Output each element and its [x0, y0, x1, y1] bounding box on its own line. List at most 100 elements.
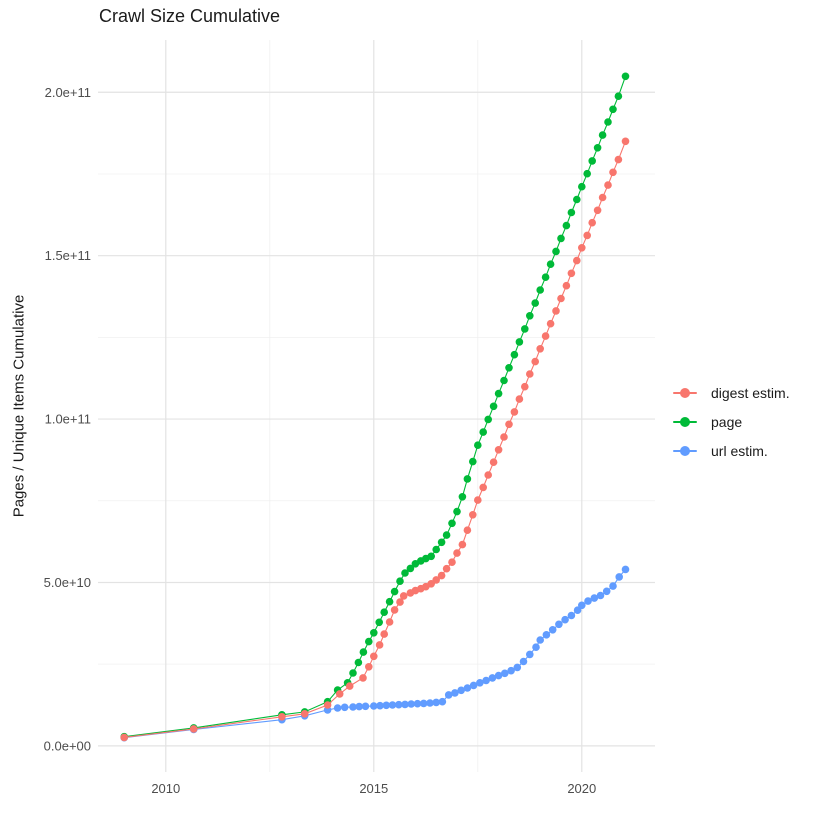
- data-point-url-estim: [596, 591, 605, 600]
- data-point-digest-estim: [521, 382, 529, 391]
- y-tick-label: 1.5e+11: [45, 248, 91, 263]
- series-line-digest-estim: [124, 141, 627, 738]
- data-point-page: [583, 169, 591, 178]
- data-point-page: [557, 234, 565, 243]
- x-tick-label: 2020: [567, 781, 596, 796]
- data-point-page: [614, 92, 623, 100]
- data-point-page: [349, 669, 357, 677]
- data-point-page: [370, 629, 378, 637]
- legend: digest estim. page url estim.: [672, 378, 790, 465]
- data-point-page: [609, 105, 617, 114]
- legend-item-digest-estim: digest estim.: [672, 378, 790, 407]
- data-point-digest-estim: [583, 231, 591, 240]
- data-point-url-estim: [463, 684, 472, 692]
- data-point-digest-estim: [453, 549, 461, 557]
- legend-dot-icon: [680, 445, 690, 456]
- data-point-page: [598, 131, 607, 139]
- y-tick-label: 0.0e+00: [44, 738, 91, 753]
- data-point-digest-estim: [375, 641, 384, 649]
- data-point-page: [588, 157, 596, 165]
- data-point-page: [578, 182, 586, 191]
- data-point-page: [546, 260, 555, 269]
- data-point-url-estim: [542, 631, 551, 639]
- data-point-page: [621, 72, 630, 81]
- chart-title: Crawl Size Cumulative: [99, 6, 281, 26]
- data-point-url-estim: [395, 700, 403, 709]
- data-point-url-estim: [419, 699, 428, 708]
- data-point-digest-estim: [484, 471, 493, 479]
- data-point-page: [458, 493, 467, 501]
- data-point-digest-estim: [546, 319, 555, 328]
- data-point-page: [359, 648, 368, 656]
- data-point-url-estim: [532, 643, 540, 651]
- data-point-url-estim: [361, 702, 370, 711]
- data-point-url-estim: [513, 663, 522, 672]
- data-point-digest-estim: [396, 598, 404, 606]
- x-tick-label: 2015: [359, 781, 388, 796]
- data-point-digest-estim: [463, 526, 472, 534]
- data-point-url-estim: [413, 699, 422, 708]
- data-point-digest-estim: [578, 244, 586, 252]
- y-tick-label: 5.0e+10: [44, 575, 91, 590]
- data-point-page: [562, 221, 571, 230]
- data-point-url-estim: [355, 702, 364, 711]
- data-point-digest-estim: [526, 370, 534, 378]
- data-point-digest-estim: [278, 713, 286, 721]
- data-point-digest-estim: [189, 725, 198, 733]
- data-point-url-estim: [609, 582, 617, 590]
- data-point-digest-estim: [604, 181, 612, 189]
- legend-item-page: page: [672, 407, 790, 436]
- data-point-page: [484, 415, 493, 424]
- data-point-page: [500, 376, 508, 385]
- series-line-page: [124, 76, 627, 738]
- data-point-digest-estim: [120, 733, 128, 742]
- data-point-digest-estim: [399, 592, 408, 600]
- data-point-url-estim: [561, 615, 569, 624]
- data-point-url-estim: [349, 703, 357, 711]
- data-point-page: [390, 587, 399, 596]
- data-point-page: [567, 208, 576, 217]
- data-point-digest-estim: [479, 483, 488, 492]
- data-point-digest-estim: [562, 281, 571, 290]
- data-point-url-estim: [501, 669, 509, 678]
- data-point-digest-estim: [609, 168, 617, 177]
- data-point-page: [526, 312, 534, 320]
- data-point-page: [474, 441, 482, 450]
- data-point-digest-estim: [448, 558, 456, 566]
- data-point-page: [604, 118, 612, 126]
- legend-label-url-estim: url estim.: [711, 442, 768, 459]
- data-point-page: [469, 457, 477, 466]
- data-point-url-estim: [476, 679, 484, 687]
- data-point-page: [463, 475, 472, 483]
- data-point-url-estim: [488, 674, 497, 682]
- data-point-digest-estim: [300, 710, 309, 718]
- y-tick-label: 1.0e+11: [45, 412, 91, 427]
- data-point-url-estim: [333, 704, 342, 712]
- data-point-page: [375, 618, 384, 627]
- data-point-page: [536, 286, 544, 294]
- data-point-url-estim: [376, 701, 384, 710]
- data-point-page: [531, 299, 539, 307]
- data-point-url-estim: [621, 565, 630, 574]
- legend-dot-icon: [680, 416, 690, 427]
- data-point-page: [385, 597, 394, 606]
- data-point-digest-estim: [505, 420, 513, 429]
- data-point-digest-estim: [385, 618, 394, 626]
- data-point-url-estim: [407, 700, 416, 708]
- legend-key-page-icon: [672, 413, 698, 431]
- data-point-digest-estim: [494, 446, 503, 454]
- data-point-digest-estim: [437, 571, 446, 580]
- data-point-url-estim: [494, 671, 503, 680]
- data-point-digest-estim: [432, 576, 441, 584]
- data-point-digest-estim: [510, 408, 519, 416]
- data-point-digest-estim: [614, 155, 623, 164]
- data-point-digest-estim: [567, 269, 576, 278]
- data-point-digest-estim: [500, 433, 508, 441]
- data-point-page: [427, 552, 436, 561]
- data-point-url-estim: [457, 686, 466, 695]
- data-point-url-estim: [401, 700, 409, 709]
- data-point-digest-estim: [469, 511, 477, 519]
- data-point-page: [552, 247, 560, 256]
- data-point-digest-estim: [442, 564, 451, 573]
